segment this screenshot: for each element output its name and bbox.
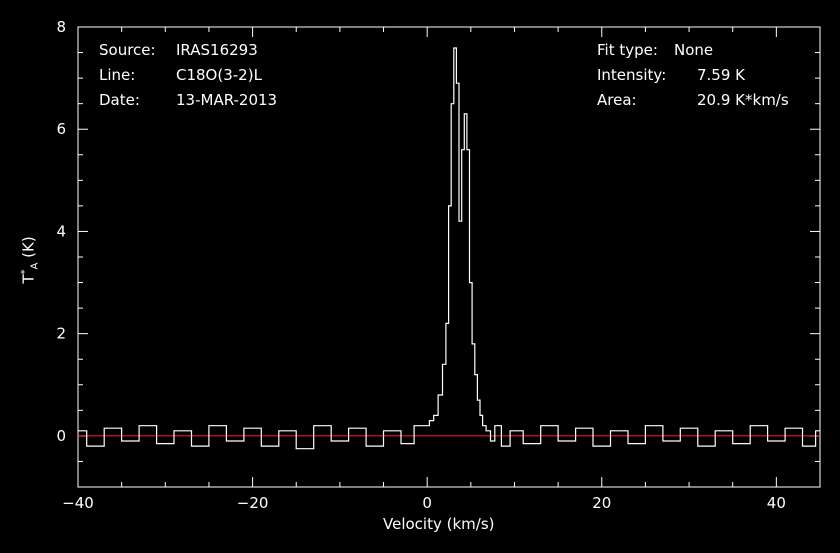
intensity-label: Intensity:: [597, 66, 667, 84]
date-label: Date:: [99, 91, 140, 109]
area-value: 20.9 K*km/s: [697, 91, 789, 109]
intensity-value: 7.59 K: [697, 66, 746, 84]
y-axis-title-unit: (K): [19, 236, 38, 258]
fit-type-value: None: [674, 41, 714, 59]
y-tick-label: 6: [56, 120, 66, 138]
x-tick-label: 0: [422, 494, 432, 512]
x-tick-label: 40: [767, 494, 786, 512]
y-axis-title-sup: *: [19, 269, 31, 275]
source-value: IRAS16293: [176, 41, 258, 59]
x-tick-label: 20: [592, 494, 611, 512]
x-axis-title: Velocity (km/s): [383, 515, 495, 533]
y-tick-label: 0: [56, 427, 66, 445]
y-tick-label: 2: [56, 325, 66, 343]
fit-type-label: Fit type:: [597, 41, 658, 59]
source-label: Source:: [99, 41, 156, 59]
spectrum-series-line: [78, 47, 820, 450]
area-label: Area:: [597, 91, 637, 109]
y-tick-label: 4: [56, 222, 66, 240]
y-tick-label: 8: [56, 18, 66, 36]
date-value: 13-MAR-2013: [176, 91, 278, 109]
y-axis-title-main: T: [19, 274, 38, 284]
y-axis-title-sub: A: [29, 262, 41, 270]
line-label: Line:: [99, 66, 136, 84]
plot-layer: −40 −20 0 20 40 0 2 4 6 8: [56, 18, 821, 512]
x-tick-label: −40: [62, 494, 94, 512]
line-value: C18O(3-2)L: [176, 66, 262, 84]
y-axis-title: T*A (K): [10, 230, 50, 290]
x-tick-label: −20: [237, 494, 269, 512]
